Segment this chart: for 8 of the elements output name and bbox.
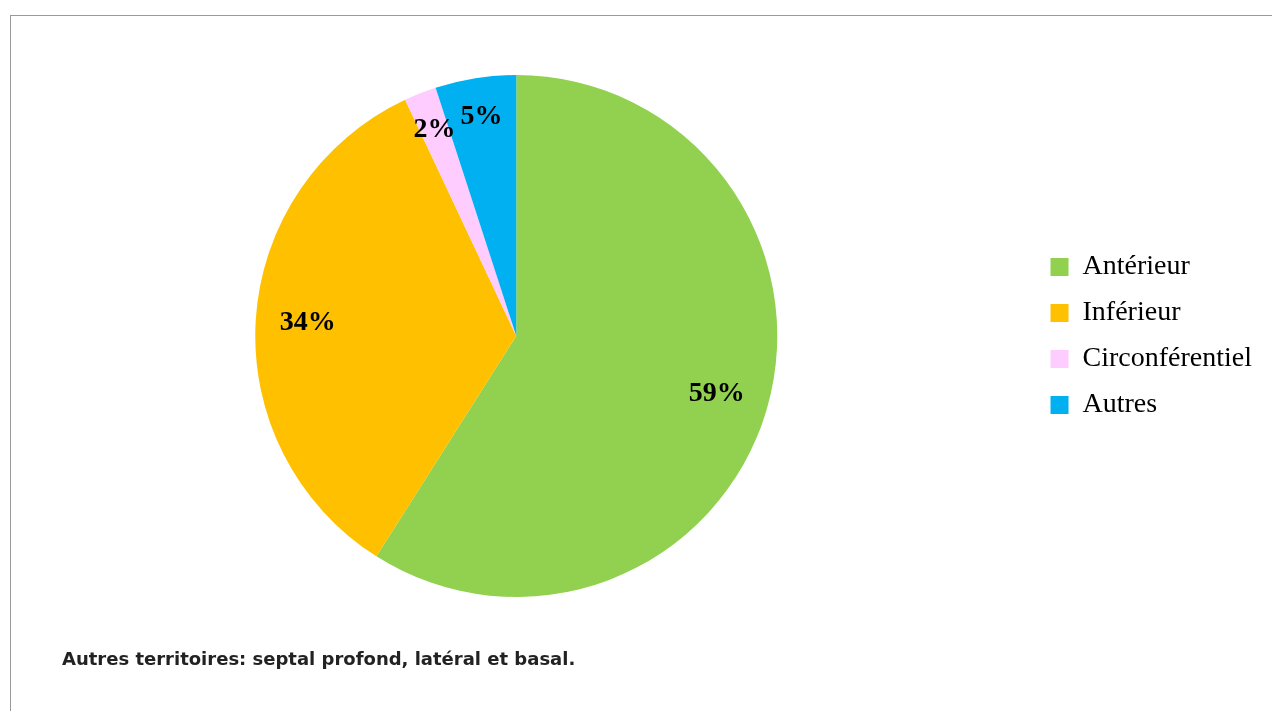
- legend-label: Circonférentiel: [1082, 341, 1253, 373]
- legend-label: Antérieur: [1082, 249, 1191, 281]
- data-label: 5%: [460, 99, 503, 131]
- legend-label: Autres: [1082, 387, 1158, 419]
- legend-label: Inférieur: [1082, 295, 1182, 327]
- text: Autres territoires: septal profond, latéral et basal.: [62, 648, 576, 669]
- data-label: 34%: [279, 305, 336, 337]
- data-label: 59%: [688, 376, 745, 408]
